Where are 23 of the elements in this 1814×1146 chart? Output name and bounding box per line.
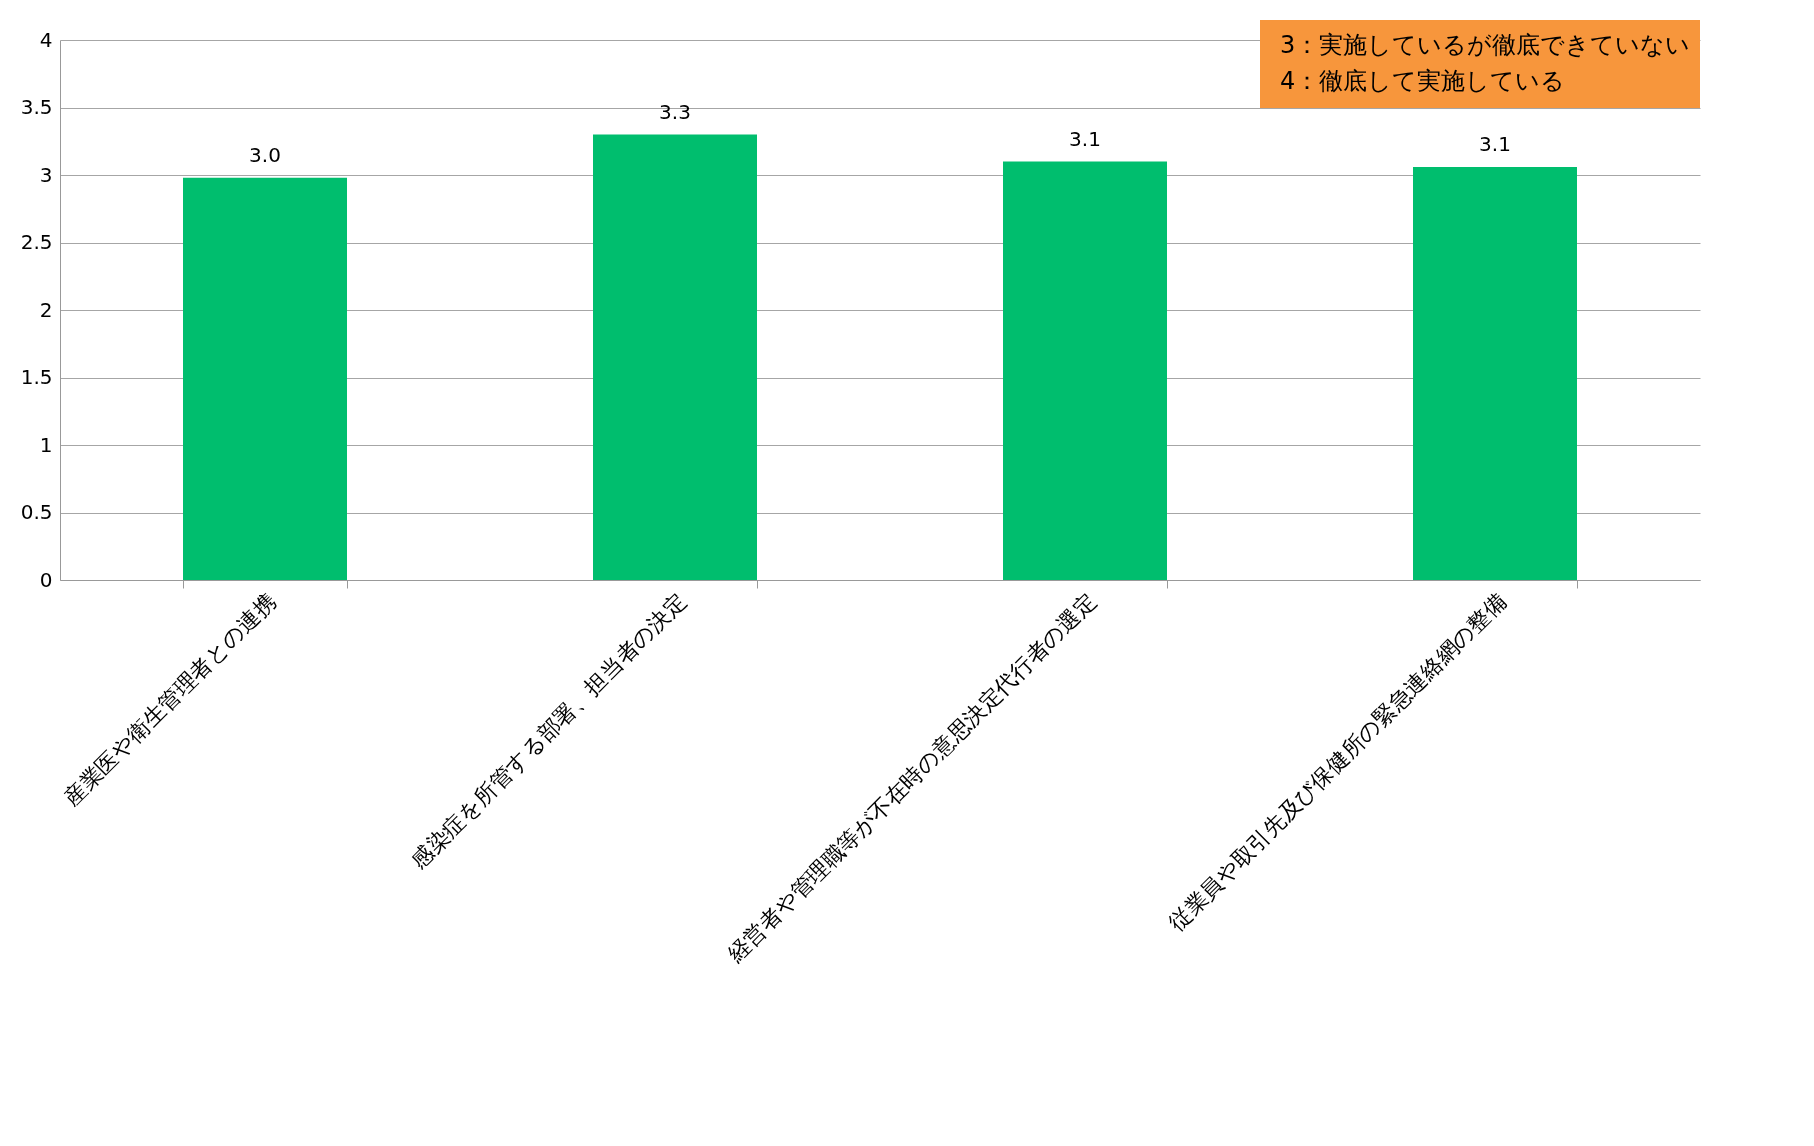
x-tick-label: 感染症を所管する部署、担当者の決定 — [406, 588, 692, 874]
y-tick-label: 0.5 — [20, 500, 53, 524]
data-label: 3.1 — [1479, 131, 1511, 156]
y-tick-label: 4 — [39, 27, 53, 52]
bar — [183, 177, 347, 580]
y-tick-label: 1.5 — [20, 365, 53, 389]
bar — [1003, 161, 1167, 580]
annotation: 3：実施しているが徹底できていない — [1280, 31, 1691, 59]
y-tick-label: 1 — [39, 432, 53, 457]
y-tick-label: 2 — [39, 297, 53, 322]
y-tick-label: 0 — [39, 567, 53, 592]
y-tick-label: 2.5 — [20, 230, 53, 254]
x-tick-label: 経営者や管理職等が不在時の意思決定代行者の選定 — [722, 588, 1102, 968]
data-label: 3.1 — [1069, 126, 1101, 151]
y-tick-label: 3 — [39, 162, 53, 187]
data-label: 3.0 — [249, 142, 281, 167]
x-tick-label: 産業医や衛生管理者との連携 — [59, 588, 282, 811]
x-tick-label: 従業員や取引先及び保健所の緊急連絡網の整備 — [1163, 588, 1512, 936]
data-label: 3.3 — [659, 99, 691, 124]
y-tick-label: 3.5 — [20, 95, 53, 119]
bar — [593, 134, 757, 580]
bar — [1413, 166, 1577, 580]
annotation: 4：徹底して実施している — [1280, 67, 1566, 95]
